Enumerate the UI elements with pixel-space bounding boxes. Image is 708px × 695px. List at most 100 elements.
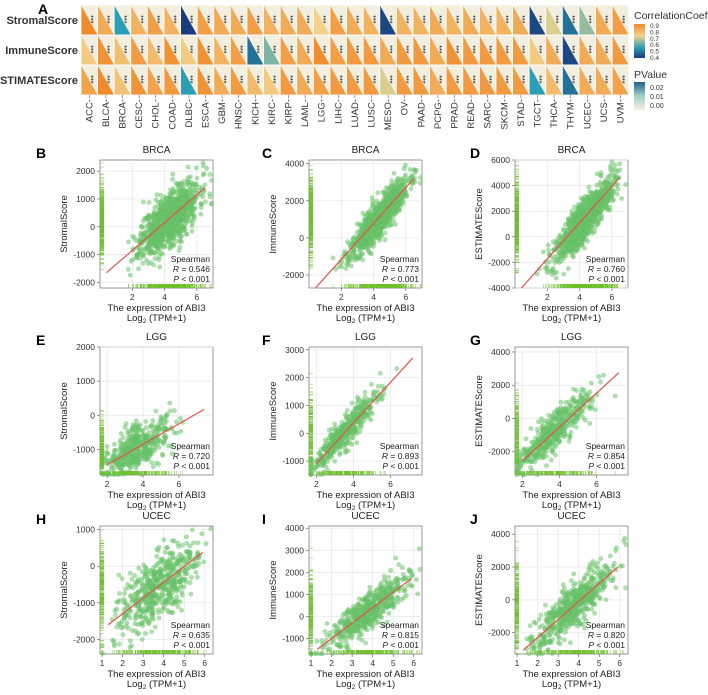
panel-label-C: C [262,145,272,161]
data-point [181,196,187,202]
heatmap-pvalue-cell [81,5,98,35]
data-point [198,205,204,211]
column-label: KIRP- [284,99,295,124]
data-point [353,252,359,258]
heatmap-corr-cell [479,65,496,95]
column-label: THYM- [566,99,577,129]
plot-title: BRCA [352,145,380,156]
data-point [546,247,551,253]
significance-mark: *** [352,15,359,23]
heatmap-corr-cell [263,5,281,35]
data-point [155,220,161,226]
data-point [156,207,162,213]
column-label: PAAD- [416,99,427,127]
significance-mark: *** [153,45,160,53]
data-point [402,162,408,168]
row-label: StromalScore [6,15,78,27]
stat-p: P < 0.001 [382,274,419,284]
column-label: SKCM- [499,99,510,130]
y-tick-label: -1000 [73,250,95,260]
data-point [187,183,192,189]
heatmap-pvalue-cell [164,35,181,65]
heatmap-corr-cell [213,65,231,95]
legend-corr-tick: 0.8 [650,29,659,36]
column-label: LIHC- [333,99,344,124]
heatmap-pvalue-cell [130,65,148,95]
column-label: PRAD- [450,99,461,129]
x-axis-label-units: Log2 (TPM+1) [336,313,395,325]
significance-mark: *** [236,75,243,83]
heatmap-pvalue-cell [379,5,397,35]
data-point [382,237,388,243]
data-point [191,212,197,218]
significance-mark: *** [219,15,226,23]
data-point [361,244,367,250]
legend-corr-tick: 0.4 [650,55,659,62]
significance-mark: *** [618,45,625,53]
heatmap-pvalue-cell [545,65,563,95]
heatmap-corr-cell [545,35,563,65]
data-point [175,193,181,199]
heatmap-pvalue-cell [413,5,430,35]
significance-mark: *** [336,45,343,53]
data-point [609,159,615,165]
significance-mark: *** [452,75,459,83]
data-point [391,170,397,176]
heatmap-pvalue-cell [313,65,330,95]
data-point [384,194,390,200]
data-point [417,175,423,181]
data-point [381,217,387,223]
significance-mark: *** [585,15,592,23]
data-point [553,275,559,281]
heatmap-corr-cell [413,5,430,35]
data-point [153,197,159,203]
heatmap-pvalue-cell [579,5,596,35]
data-point [354,221,360,227]
significance-mark: *** [568,45,575,53]
data-point [374,228,380,234]
significance-mark: *** [402,15,409,23]
data-point [136,266,141,272]
significance-mark: *** [435,45,442,53]
x-tick-label: 4 [371,292,376,302]
data-point [605,206,611,211]
x-tick-label: 2 [339,292,344,302]
data-point [392,211,398,217]
significance-mark: *** [419,15,426,23]
significance-mark: *** [269,15,276,23]
data-point [182,188,188,194]
significance-mark: *** [502,75,509,83]
data-point [404,193,410,199]
significance-mark: *** [170,75,177,83]
y-tick-label: 4000 [285,159,304,169]
significance-mark: *** [452,15,459,23]
significance-mark: *** [601,75,608,83]
data-point [168,196,174,202]
column-label: LGG- [317,99,328,122]
data-point [208,178,214,183]
significance-mark: *** [336,15,343,23]
heatmap-pvalue-cell [213,5,231,35]
legend-p-tick: 0.00 [650,103,664,110]
y-tick-label: 0 [505,232,510,242]
data-point [391,217,396,223]
heatmap-corr-cell [180,35,198,65]
column-label: STAD- [516,99,527,127]
heatmap-pvalue-cell [496,35,513,65]
x-tick-label: 6 [609,292,614,302]
heatmap-pvalue-cell [114,65,131,95]
column-label: SARC- [483,99,494,129]
heatmap-pvalue-cell [562,35,579,65]
heatmap-pvalue-cell [363,5,380,35]
data-point [181,228,187,234]
data-point [580,197,586,202]
significance-mark: *** [601,15,608,23]
significance-mark: *** [170,45,177,53]
data-point [605,174,611,180]
heatmap-pvalue-cell [296,65,314,95]
heatmap-pvalue-cell [313,5,330,35]
data-point [185,164,191,170]
data-point [169,229,175,235]
data-point [179,224,185,230]
